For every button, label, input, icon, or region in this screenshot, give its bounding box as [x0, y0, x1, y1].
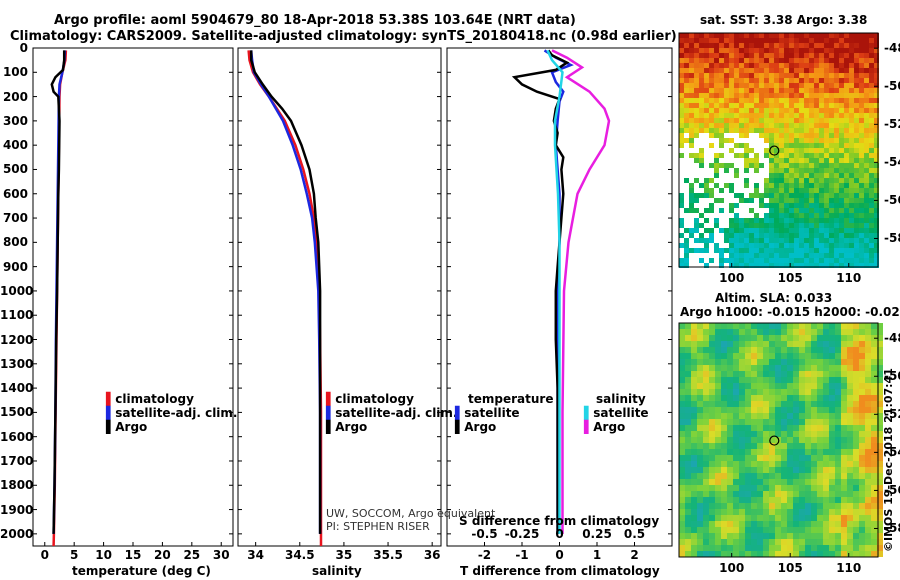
x-tick-label: 10	[95, 548, 112, 562]
lon-tick-label: 105	[777, 561, 803, 575]
lat-tick-label: -52	[884, 117, 900, 132]
s-tick-label: 0.5	[623, 527, 646, 541]
depth-tick-label: 1800	[0, 478, 34, 493]
lat-tick-label: -54	[884, 155, 900, 170]
temperature-xlabel: temperature (deg C)	[72, 564, 211, 578]
legend-temp-climatology: ▌climatology	[106, 392, 194, 406]
x-tick-label: 0	[40, 548, 49, 562]
x-tick-label: 35	[335, 548, 353, 562]
sla-map-title-1: Altim. SLA: 0.033	[715, 291, 833, 305]
lat-tick-label: -48	[884, 331, 900, 346]
legend-diff-sal-satellite: ▌satellite	[584, 406, 649, 420]
lon-tick-label: 110	[836, 561, 862, 575]
series-line-argo	[249, 50, 322, 534]
salinity-xlabel: salinity	[312, 564, 362, 578]
depth-tick-label: 800	[2, 235, 28, 250]
sst-map-image	[679, 33, 879, 268]
depth-tick-label: 1700	[0, 453, 34, 468]
legend-diff-salinity-title: salinity	[596, 392, 646, 406]
sla-map-title-2: Argo h1000: -0.015 h2000: -0.028	[680, 305, 900, 319]
legend-sal-climatology: ▌climatology	[326, 392, 414, 406]
x-tick-label: 15	[124, 548, 142, 562]
legend-diff-sal-argo: ▌Argo	[584, 420, 626, 434]
x-tick-label: 5	[69, 548, 79, 562]
sst-map-title: sat. SST: 3.38 Argo: 3.38	[700, 13, 868, 27]
depth-tick-label: 2000	[0, 526, 34, 541]
title-line-2: Climatology: CARS2009. Satellite-adjuste…	[10, 29, 677, 44]
lat-tick-label: -50	[884, 369, 900, 384]
s-tick-label: 0.25	[582, 527, 612, 541]
x-tick-label: 25	[183, 548, 201, 562]
legend-diff-temp-satellite: ▌satellite	[455, 406, 520, 420]
depth-tick-label: 1500	[0, 405, 34, 420]
depth-tick-label: 1000	[0, 283, 34, 298]
difference-xlabel: T difference from climatology	[460, 564, 660, 578]
x-tick-label: 1	[592, 548, 602, 562]
x-tick-label: 36	[423, 548, 441, 562]
series-line-salinity-satellite	[546, 49, 564, 534]
lon-tick-label: 110	[836, 271, 862, 285]
credit-line-2: PI: STEPHEN RISER	[326, 520, 430, 533]
legend-sal-satellite: ▌satellite-adj. clim.	[326, 406, 458, 420]
series-line-salinity-argo	[551, 49, 611, 534]
depth-tick-label: 300	[2, 113, 28, 128]
legend-temp-satellite: ▌satellite-adj. clim.	[106, 406, 238, 420]
depth-tick-label: 0	[19, 41, 28, 55]
x-tick-label: 30	[212, 548, 230, 562]
s-tick-label: -0.5	[471, 527, 498, 541]
depth-tick-label: 900	[2, 259, 28, 274]
depth-tick-label: 1400	[0, 381, 34, 396]
lat-tick-label: -54	[884, 445, 900, 460]
title-line-1: Argo profile: aoml 5904679_80 18-Apr-201…	[54, 13, 576, 28]
lat-tick-label: -50	[884, 79, 900, 94]
depth-tick-label: 1600	[0, 429, 34, 444]
x-tick-label: 2	[630, 548, 639, 562]
lat-tick-label: -52	[884, 407, 900, 422]
s-difference-title: S difference from climatology	[459, 514, 660, 528]
depth-tick-label: 200	[2, 89, 28, 104]
lon-tick-label: 100	[719, 561, 745, 575]
legend-diff-temp-argo: ▌Argo	[455, 420, 497, 434]
depth-tick-label: 500	[2, 162, 28, 177]
lon-tick-label: 100	[719, 271, 745, 285]
x-tick-label: -2	[477, 548, 492, 562]
depth-tick-label: 400	[2, 138, 28, 153]
series-line-argo	[50, 50, 66, 534]
s-tick-label: -0.25	[504, 527, 540, 541]
credit-line-1: UW, SOCCOM, Argo equivalent	[326, 507, 496, 520]
sla-map-image	[679, 323, 883, 557]
sst-map-frame	[678, 32, 879, 268]
series-line-temperature-argo	[511, 49, 570, 534]
panel-frame	[237, 47, 442, 547]
x-tick-label: 34.5	[284, 548, 315, 562]
depth-tick-label: 1900	[0, 502, 34, 517]
lat-tick-label: -56	[884, 483, 900, 498]
depth-tick-label: 1200	[0, 332, 34, 347]
lat-tick-label: -48	[884, 41, 900, 56]
depth-tick-label: 1300	[0, 356, 34, 371]
depth-tick-label: 1100	[0, 308, 34, 323]
depth-tick-label: 600	[2, 186, 28, 201]
legend-diff-temperature-title: temperature	[468, 392, 554, 406]
depth-tick-label: 700	[2, 211, 28, 226]
lat-tick-label: -58	[884, 231, 900, 246]
sst-map-float-marker	[769, 145, 780, 156]
lon-tick-label: 105	[777, 271, 803, 285]
legend-temp-argo: ▌Argo	[106, 420, 148, 434]
depth-tick-label: 100	[2, 65, 28, 80]
lat-tick-label: -58	[884, 521, 900, 536]
x-tick-label: 0	[555, 548, 564, 562]
sla-map-frame	[678, 322, 879, 558]
x-tick-label: -1	[515, 548, 529, 562]
x-tick-label: 20	[154, 548, 171, 562]
legend-sal-argo: ▌Argo	[326, 420, 368, 434]
panel-frame	[32, 47, 234, 547]
sla-map-float-marker	[769, 435, 780, 446]
x-tick-label: 35.5	[373, 548, 403, 562]
lat-tick-label: -56	[884, 193, 900, 208]
x-tick-label: 34	[247, 548, 264, 562]
s-tick-label: 0	[555, 527, 564, 541]
